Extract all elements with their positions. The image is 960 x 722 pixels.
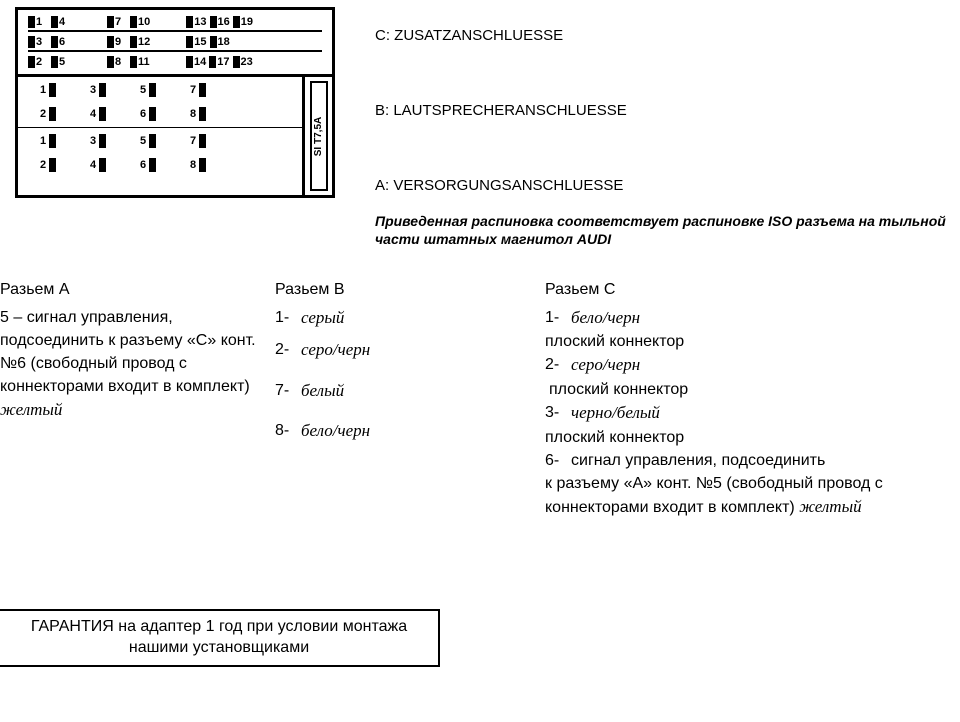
column-a-hand: желтый	[0, 400, 62, 419]
warranty-box: ГАРАНТИЯ на адаптер 1 год при условии мо…	[0, 609, 440, 667]
column-b: Разьем В 1-серый 2-серо/черн 7-белый 8-б…	[275, 278, 535, 520]
column-c: Разьем С 1-бело/черн плоский коннектор 2…	[545, 278, 950, 520]
column-a-title: Разьем А	[0, 278, 265, 301]
iso-note: Приведенная распиновка соответствует рас…	[375, 212, 950, 248]
column-b-title: Разьем В	[275, 278, 535, 301]
fuse-label: SI T7,5A	[313, 116, 324, 155]
connector-diagram: 1 4 7 10 13 16 19	[15, 7, 355, 248]
section-labels: C: ZUSATZANSCHLUESSE B: LAUTSPRECHERANSC…	[375, 7, 950, 248]
column-c-title: Разьем С	[545, 278, 950, 301]
label-a: A: VERSORGUNGSANSCHLUESSE	[375, 177, 950, 194]
fuse-slot: SI T7,5A	[302, 77, 332, 195]
connector-section-b: 1 3 5 7 2 4 6 8	[18, 77, 302, 128]
label-b: B: LAUTSPRECHERANSCHLUESSE	[375, 102, 950, 119]
connector-section-c: 1 4 7 10 13 16 19	[18, 10, 332, 77]
label-c: C: ZUSATZANSCHLUESSE	[375, 27, 950, 44]
column-a-body: 5 – сигнал управления, подсоединить к ра…	[0, 309, 256, 396]
connector-section-a: 1 3 5 7 2 4 6 8	[18, 128, 302, 178]
column-a: Разьем А 5 – сигнал управления, подсоеди…	[0, 278, 265, 520]
